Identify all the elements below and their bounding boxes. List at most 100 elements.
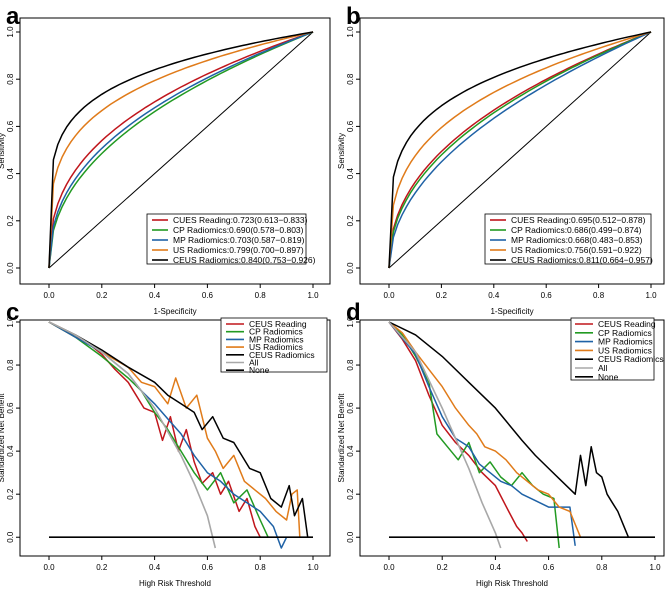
plot-frame [19,319,331,557]
x-tick-label: 0.8 [255,291,267,300]
plot-frame [359,17,665,285]
y-tick-label: 0.6 [6,120,15,132]
legend-label: All [598,363,608,373]
panel-label: c [6,299,19,326]
x-tick-label: 0.2 [437,563,449,572]
legend-label: CP Radiomics:0.686(0.499−0.874) [511,225,642,235]
series-line-cp-radiomics [48,31,314,269]
series-line-mp-radiomics [388,31,652,269]
series-line-ceus-reading [388,321,528,542]
legend-box [484,213,652,265]
series-line-us-radiomics [388,321,629,538]
series-line-us-radiomics [48,31,314,269]
x-tick-label: 0.4 [488,291,500,300]
y-tick-label: 0.8 [6,359,15,371]
x-tick-label: 1.0 [307,563,319,572]
legend-label: CEUS Reading [598,319,656,329]
x-tick-label: 0.2 [96,563,108,572]
x-tick-label: 0.0 [383,563,395,572]
legend-label: CEUS Reading [249,319,307,329]
x-axis-label: High Risk Threshold [139,579,211,588]
legend-label: MP Radiomics [249,334,304,344]
panel-label: b [346,3,361,30]
y-axis-label: Sensitivity [337,133,346,169]
series-line-ceus-radiomics [48,31,314,269]
legend-label: CUES Reading:0.695(0.512−0.878) [511,215,646,225]
y-tick-label: 0.0 [6,531,15,543]
x-tick-label: 0.2 [436,291,448,300]
series-line-ceus-radiomics [388,31,652,269]
plot-frame [359,319,665,557]
y-tick-label: 0.4 [346,445,355,457]
x-tick-label: 1.0 [645,291,657,300]
reference-diagonal [388,31,652,269]
legend-box [146,213,307,265]
y-tick-label: 0.2 [346,488,355,500]
legend-label: US Radiomics [598,345,652,355]
y-tick-label: 0.6 [6,402,15,414]
y-tick-label: 0.4 [6,167,15,179]
legend-label: CP Radiomics:0.690(0.578−0.803) [173,225,304,235]
x-tick-label: 0.8 [596,563,608,572]
panel-label: a [6,3,20,30]
series-line-us-radiomics [48,321,301,538]
legend-label: US Radiomics:0.799(0.700−0.897) [173,245,304,255]
series-line-cues-reading [48,31,314,269]
y-tick-label: 0.6 [346,402,355,414]
x-tick-label: 0.4 [149,291,161,300]
y-tick-label: 1.0 [6,26,15,38]
x-tick-label: 0.8 [255,563,267,572]
series-line-all [48,321,217,549]
x-axis-label: 1-Specificity [490,307,533,316]
legend-label: None [249,365,270,375]
x-axis-label: High Risk Threshold [476,579,548,588]
y-tick-label: 1.0 [346,26,355,38]
x-tick-label: 1.0 [649,563,661,572]
x-tick-label: 0.6 [541,291,553,300]
legend-label: CEUS Radiomics [598,354,664,364]
x-tick-label: 0.6 [202,563,214,572]
legend-label: CP Radiomics [249,327,303,337]
legend-label: All [249,358,259,368]
y-tick-label: 0.6 [346,120,355,132]
panel-c: c 0.0 0.2 0.4 0.6 0.8 1.0 0.0 0.2 0.4 0.6 0.8 1.0 Hig… [0,299,331,588]
y-tick-label: 0.2 [6,488,15,500]
x-tick-label: 0.0 [383,291,395,300]
legend-box [570,317,655,381]
y-axis-label: Standardized Net Benefit [337,393,346,483]
panel-label: d [346,299,361,326]
plot-frame [19,17,331,285]
legend-label: MP Radiomics:0.668(0.483−0.853) [511,235,643,245]
legend-label: CP Radiomics [598,328,652,338]
x-tick-label: 0.6 [202,291,214,300]
y-tick-label: 0.2 [346,215,355,227]
y-tick-label: 0.8 [346,359,355,371]
panel-d: d 0.0 0.2 0.4 0.6 0.8 1.0 0.0 0.2 0.4 0.6 0.8 1.0 Hig… [337,299,665,588]
x-tick-label: 0.8 [593,291,605,300]
y-tick-label: 0.0 [6,262,15,274]
x-tick-label: 0.6 [543,563,555,572]
legend-label: CEUS Radiomics:0.811(0.664−0.957) [511,255,653,265]
x-tick-label: 0.4 [149,563,161,572]
x-tick-label: 1.0 [307,291,319,300]
x-tick-label: 0.4 [490,563,502,572]
legend-label: CUES Reading:0.723(0.613−0.833) [173,215,308,225]
series-line-cp-radiomics [48,321,269,538]
series-line-mp-radiomics [388,321,576,546]
legend-label: US Radiomics [249,342,303,352]
series-line-us-radiomics [388,31,652,269]
legend-label: CEUS Radiomics [249,350,315,360]
reference-diagonal [48,31,314,269]
legend-label: None [598,372,619,382]
legend-label: MP Radiomics [598,337,653,347]
x-axis-label: 1-Specificity [153,307,196,316]
y-tick-label: 0.0 [346,262,355,274]
y-tick-label: 0.4 [6,445,15,457]
x-tick-label: 0.0 [43,563,55,572]
legend-label: MP Radiomics:0.703(0.587−0.819) [173,235,305,245]
legend-label: CEUS Radiomics:0.840(0.753−0.926) [173,255,316,265]
series-line-ceus-radiomics [388,321,630,538]
y-tick-label: 1.0 [346,316,355,328]
panel-b: b 0.0 0.2 0.4 0.6 0.8 1.0 0.0 0.2 0.4 0.6 0.8 1.0 1-S… [337,3,665,316]
y-tick-label: 0.2 [6,215,15,227]
